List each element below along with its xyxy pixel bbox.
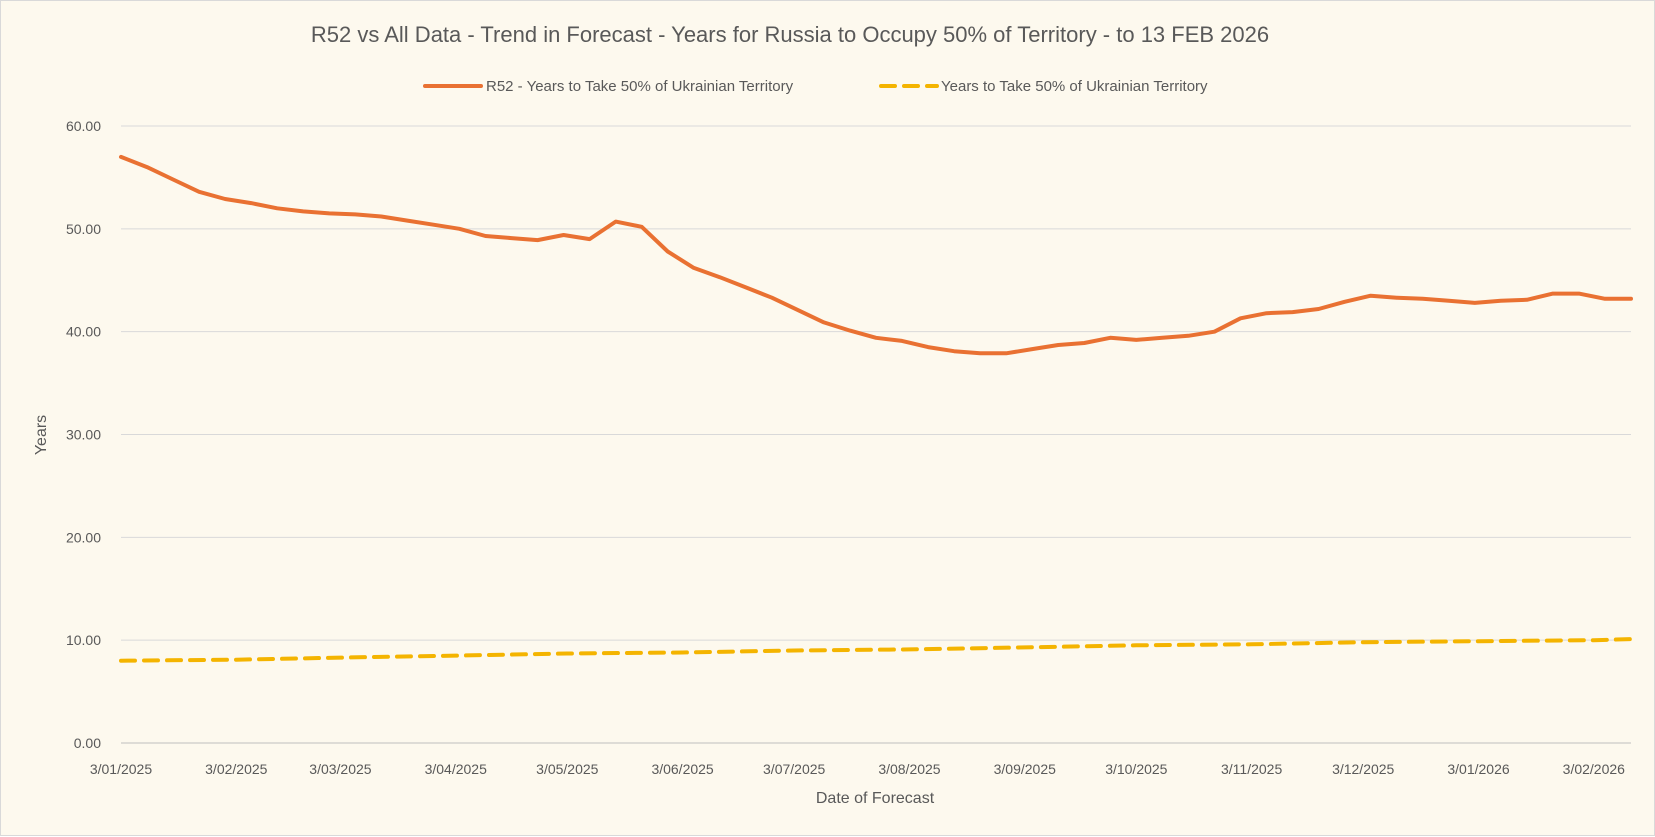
legend-label-r52: R52 - Years to Take 50% of Ukrainian Ter…: [486, 78, 794, 95]
x-tick-label: 3/10/2025: [1105, 761, 1167, 777]
y-tick-label: 10.00: [66, 632, 101, 648]
x-tick-label: 3/12/2025: [1332, 761, 1394, 777]
x-tick-label: 3/08/2025: [878, 761, 940, 777]
y-tick-label: 0.00: [74, 735, 101, 751]
x-axis-title: Date of Forecast: [816, 790, 935, 807]
y-tick-label: 40.00: [66, 324, 101, 340]
grid-lines: [121, 125, 1631, 744]
y-tick-label: 60.00: [66, 118, 101, 134]
series-lines: [119, 154, 1633, 663]
y-axis-title: Years: [33, 415, 50, 455]
legend-label-all-data: Years to Take 50% of Ukrainian Territory: [941, 78, 1208, 95]
x-tick-label: 3/09/2025: [994, 761, 1056, 777]
y-tick-label: 50.00: [66, 221, 101, 237]
x-tick-label: 3/06/2025: [651, 761, 713, 777]
y-axis-tick-labels: 0.00 10.00 20.00 30.00 40.00 50.00 60.00: [66, 118, 101, 751]
x-tick-label: 3/01/2026: [1447, 761, 1509, 777]
legend: R52 - Years to Take 50% of Ukrainian Ter…: [423, 78, 1208, 95]
series-line-0: [119, 154, 1633, 356]
x-tick-label: 3/04/2025: [425, 761, 487, 777]
y-tick-label: 30.00: [66, 427, 101, 443]
x-tick-label: 3/02/2026: [1563, 761, 1625, 777]
series-line-1: [119, 637, 1633, 663]
x-tick-label: 3/03/2025: [309, 761, 371, 777]
x-tick-label: 3/11/2025: [1221, 761, 1282, 777]
x-tick-label: 3/07/2025: [763, 761, 825, 777]
chart-title: R52 vs All Data - Trend in Forecast - Ye…: [311, 22, 1269, 47]
x-axis-tick-labels: 3/01/2025 3/02/2025 3/03/2025 3/04/2025 3/05…: [90, 761, 1625, 777]
x-tick-label: 3/01/2025: [90, 761, 152, 777]
x-tick-label: 3/05/2025: [536, 761, 598, 777]
x-tick-label: 3/02/2025: [205, 761, 267, 777]
y-tick-label: 20.00: [66, 529, 101, 545]
